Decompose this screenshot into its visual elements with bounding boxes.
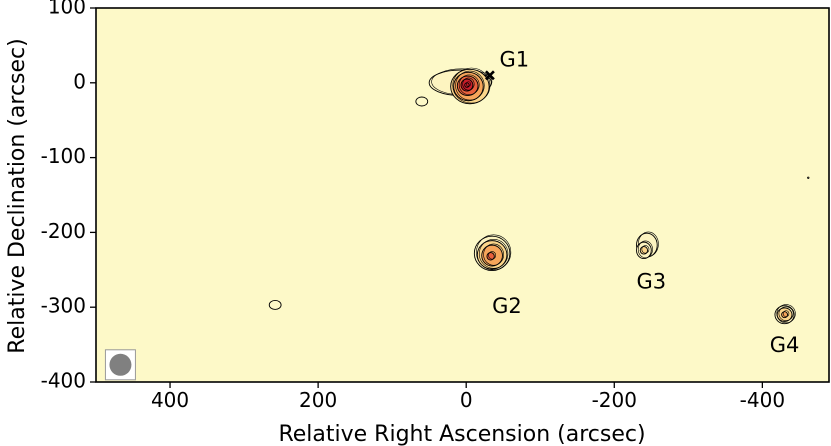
g4-contour-2-outline: [778, 306, 794, 321]
y-tick-label: -400: [41, 369, 86, 393]
y-tick-label: -100: [41, 144, 86, 168]
g4-contour-1-outline: [776, 304, 796, 324]
faint-contour-3: [807, 176, 810, 179]
faint-contour-2: [268, 300, 282, 310]
g2-contour-2-outline: [478, 239, 509, 269]
g2-contour-4-outline: [488, 251, 497, 260]
x-tick-label: -400: [740, 388, 785, 412]
g1-contour-2-outline: [452, 67, 491, 104]
faint-contour-1: [415, 96, 429, 107]
g2-contour-1-outline: [476, 234, 512, 271]
source-label-g1: G1: [500, 47, 530, 71]
beam-ellipse: [109, 353, 132, 376]
contour-layer: [268, 67, 810, 325]
g1-contour-6-outline: [465, 81, 471, 87]
source-g2: [473, 234, 512, 271]
source-label-g2: G2: [492, 294, 522, 318]
g1-contour-3-outline: [455, 70, 485, 101]
g1-contour-5-outline: [462, 77, 475, 91]
g1-contour-4-outline: [458, 74, 480, 96]
source-g3: [636, 231, 659, 260]
y-tick-label: -300: [41, 294, 86, 318]
g2-contour-3-outline: [483, 243, 504, 266]
y-tick-label: 100: [48, 0, 86, 19]
y-tick-label: -200: [41, 219, 86, 243]
x-tick-label: 0: [460, 388, 473, 412]
source-label-g3: G3: [636, 270, 666, 294]
plot-frame: [95, 7, 830, 383]
plot-area: G1 G2 G3 G4 400 200 0 -200 -400 100 0 -100 -200 -300 -…: [41, 0, 830, 412]
x-axis-label: Relative Right Ascension (arcsec): [278, 422, 645, 446]
plot-background: [96, 8, 829, 382]
g4-contour-3-outline: [782, 310, 790, 318]
y-axis-label: Relative Declination (arcsec): [5, 38, 30, 353]
g1-position-marker: [484, 70, 495, 81]
g3-contour-3-outline: [641, 245, 650, 254]
x-tick-label: 200: [299, 388, 337, 412]
g3-contour-2-outline: [637, 240, 653, 259]
x-tick-label: -200: [592, 388, 637, 412]
x-tick-label: 400: [151, 388, 189, 412]
source-g1: [428, 67, 495, 105]
source-label-g4: G4: [770, 333, 800, 357]
y-tick-label: 0: [73, 69, 86, 93]
source-g4: [774, 304, 796, 325]
